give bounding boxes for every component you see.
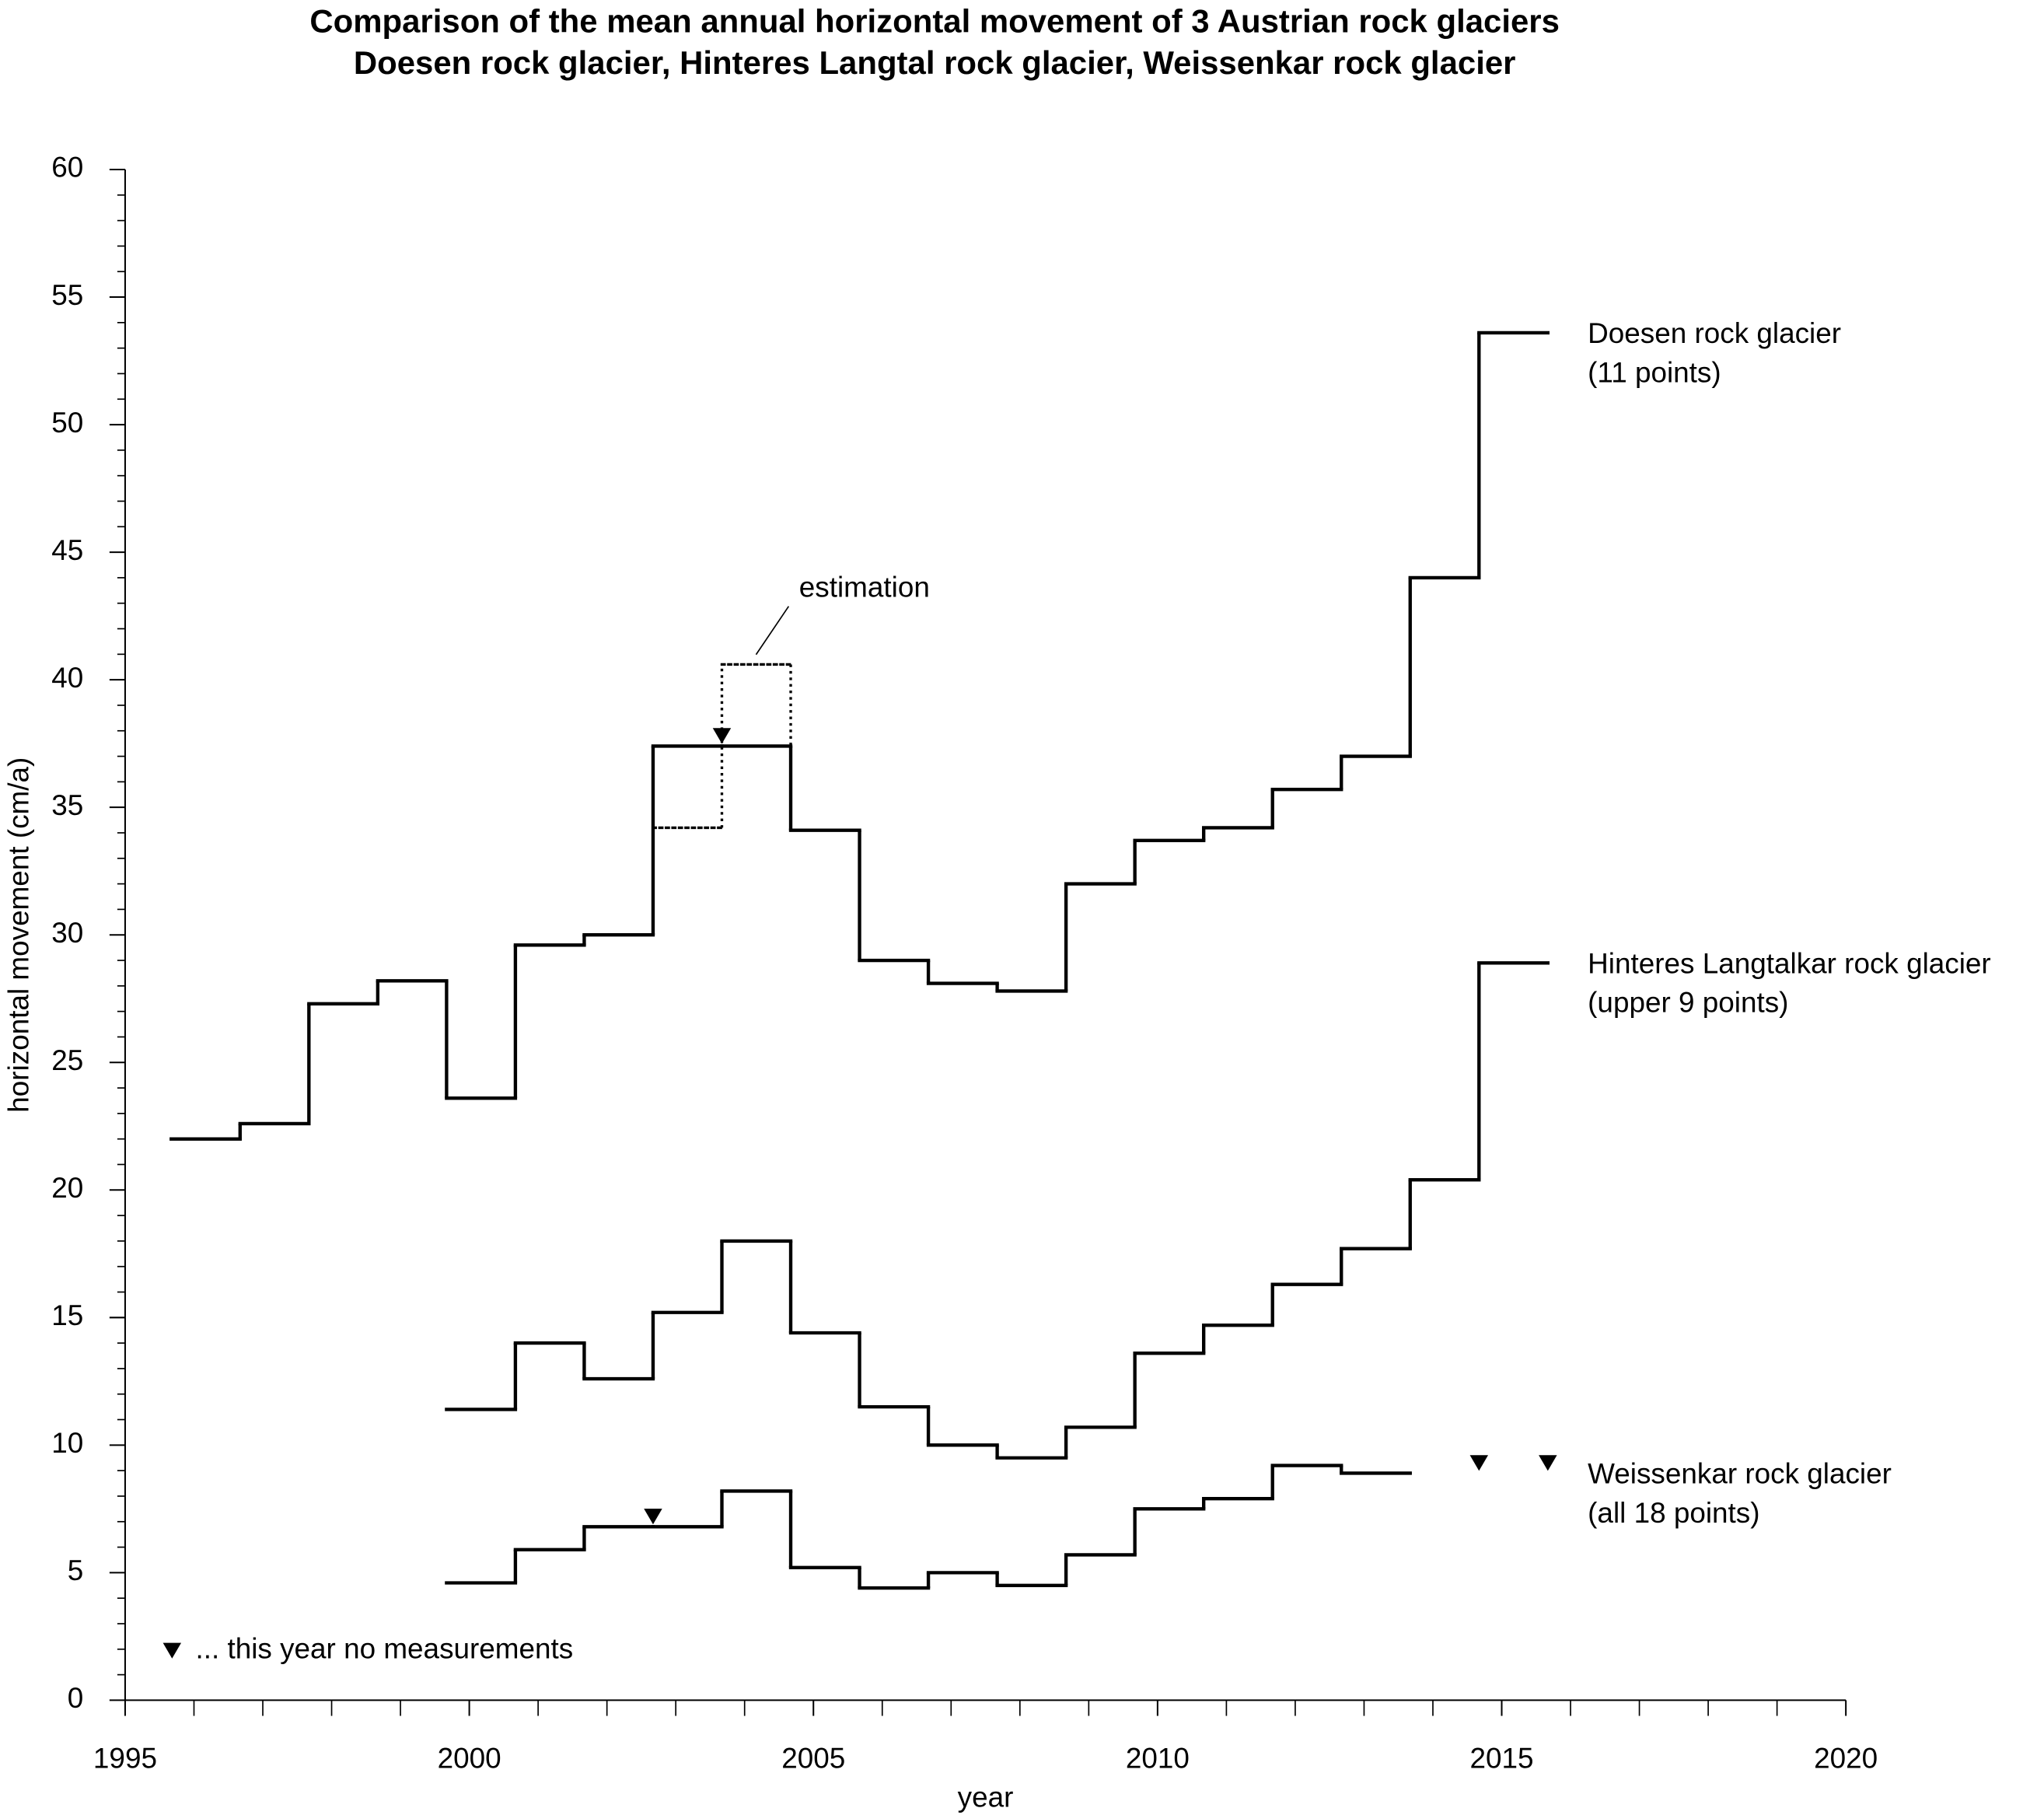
y-tick-label: 60	[51, 152, 83, 184]
legend-label: ... this year no measurements	[195, 1632, 573, 1664]
y-tick-label: 0	[68, 1682, 84, 1714]
y-tick-label: 45	[51, 534, 83, 566]
y-tick-label: 20	[51, 1172, 83, 1204]
y-tick-label: 15	[51, 1299, 83, 1331]
series-description: (11 points)	[1588, 356, 1721, 388]
x-tick-label: 2000	[438, 1742, 501, 1774]
y-tick-label: 30	[51, 917, 83, 949]
no-measurement-marker	[1539, 1455, 1557, 1471]
series-label: Weissenkar rock glacier	[1588, 1458, 1892, 1490]
no-measurement-marker	[712, 728, 732, 744]
no-measurement-marker	[644, 1509, 662, 1525]
x-tick-label: 2005	[781, 1742, 845, 1774]
y-tick-label: 25	[51, 1044, 83, 1076]
y-tick-label: 40	[51, 662, 83, 694]
y-tick-label: 50	[51, 407, 83, 439]
series-label: Hinteres Langtalkar rock glacier	[1588, 947, 1991, 979]
chart-title: Comparison of the mean annual horizontal…	[309, 2, 1560, 39]
x-axis-label: year	[958, 1782, 1014, 1813]
x-tick-label: 2020	[1814, 1742, 1878, 1774]
y-tick-label: 55	[51, 279, 83, 311]
annotation-leader	[755, 606, 790, 656]
legend-marker	[162, 1642, 182, 1659]
series-description: (all 18 points)	[1588, 1497, 1759, 1529]
x-tick-label: 1995	[93, 1742, 157, 1774]
series-description: (upper 9 points)	[1588, 987, 1788, 1019]
series-label: Doesen rock glacier	[1588, 317, 1841, 349]
y-axis-label: horizontal movement (cm/a)	[3, 757, 35, 1113]
y-tick-label: 35	[51, 789, 83, 821]
chart-subtitle: Doesen rock glacier, Hinteres Langtal ro…	[354, 44, 1516, 81]
y-tick-label: 5	[68, 1554, 84, 1586]
x-tick-label: 2010	[1126, 1742, 1190, 1774]
x-tick-label: 2015	[1469, 1742, 1533, 1774]
annotation: estimation	[799, 572, 930, 603]
y-tick-label: 10	[51, 1427, 83, 1459]
no-measurement-marker	[1469, 1455, 1489, 1471]
